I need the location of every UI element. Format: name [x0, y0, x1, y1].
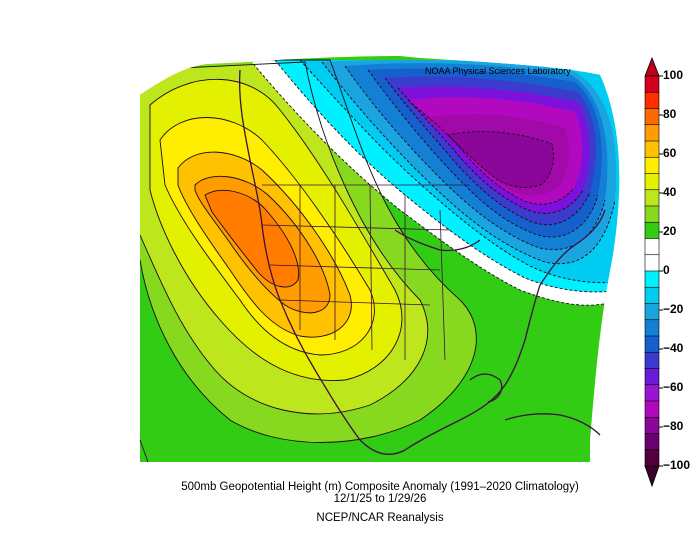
colorbar-tick-label: −20: [663, 302, 684, 316]
colorbar-tick-label: 100: [663, 68, 684, 82]
contour-lines: [140, 59, 620, 443]
colorbar-band: [644, 156, 660, 175]
caption-source: NCEP/NCAR Reanalysis: [316, 512, 444, 524]
anomaly-band-90: [205, 190, 299, 287]
colorbar: [644, 56, 663, 488]
colorbar-tick-label: 80: [663, 107, 677, 121]
colorbar-band: [644, 368, 660, 386]
credit-label: NOAA Physical Sciences Laboratory: [425, 66, 571, 76]
colorbar-band: [644, 351, 660, 370]
colorbar-band: [644, 400, 660, 418]
colorbar-band: [644, 286, 660, 305]
colorbar-band: [644, 221, 660, 240]
state-borders: [261, 184, 470, 361]
colorbar-band: [644, 384, 660, 402]
colorbar-band: [644, 238, 660, 256]
colorbar-tick-label: 40: [663, 185, 677, 199]
colorbar-band: [644, 173, 660, 191]
colorbar-tick-label: 20: [663, 224, 677, 238]
colorbar-tick-label: −100: [663, 458, 691, 472]
colorbar-band: [644, 140, 660, 158]
colorbar-band: [644, 433, 660, 451]
colorbar-band: [644, 254, 660, 272]
colorbar-band: [644, 335, 660, 353]
colorbar-band: [644, 270, 660, 288]
colorbar-tick-label: −60: [663, 380, 684, 394]
colorbar-band: [644, 124, 660, 142]
coastlines: [238, 69, 606, 455]
colorbar-tick-label: 60: [663, 146, 677, 160]
colorbar-band: [644, 449, 660, 467]
colorbar-band: [644, 75, 660, 93]
colorbar-tick-label: −40: [663, 341, 684, 355]
filled-anomaly-field: [140, 56, 620, 462]
colorbar-arrow-top: [644, 56, 660, 77]
colorbar-band: [644, 91, 660, 110]
anomaly-band-neg100: [448, 131, 554, 188]
caption-dates: 12/1/25 to 1/29/26: [333, 493, 427, 505]
colorbar-arrow-bottom: [644, 465, 660, 488]
colorbar-tick-label: −80: [663, 419, 684, 433]
colorbar-band: [644, 319, 660, 337]
colorbar-band: [644, 416, 660, 435]
colorbar-tick-label: 0: [663, 263, 670, 277]
colorbar-band: [644, 189, 660, 207]
colorbar-band: [644, 303, 660, 321]
colorbar-band: [644, 108, 660, 126]
coastline-fragment: [139, 439, 149, 463]
caption-title: 500mb Geopotential Height (m) Composite …: [181, 481, 579, 493]
colorbar-band: [644, 205, 660, 223]
